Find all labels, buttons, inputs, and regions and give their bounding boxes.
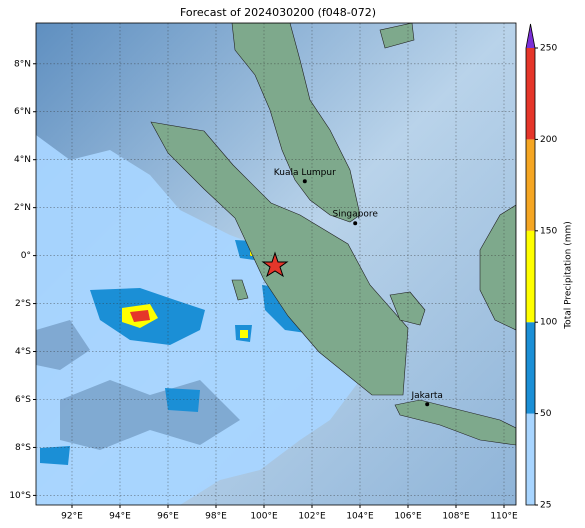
city-label: Jakarta xyxy=(410,391,442,401)
y-tick-label: 10°S xyxy=(9,491,31,501)
y-tick-label: 8°S xyxy=(15,443,31,453)
x-tick-label: 104°E xyxy=(346,512,374,522)
x-tick-label: 98°E xyxy=(205,512,227,522)
precip-gap xyxy=(36,320,90,370)
x-tick-label: 102°E xyxy=(298,512,326,522)
city-label: Singapore xyxy=(332,210,378,220)
y-tick-label: 4°S xyxy=(15,347,31,357)
colorbar-tick-label: 150 xyxy=(540,226,557,236)
y-tick-label: 6°N xyxy=(14,107,31,117)
colorbar-outline xyxy=(525,23,536,506)
colorbar-tick-label: 200 xyxy=(540,135,557,145)
colorbar-tick-label: 50 xyxy=(540,409,552,419)
y-tick-label: 8°N xyxy=(14,59,31,69)
colorbar-extend xyxy=(526,24,535,48)
city-dot xyxy=(425,402,430,407)
x-tick-label: 92°E xyxy=(61,512,83,522)
colorbar-segment xyxy=(526,413,535,505)
city-dot xyxy=(353,221,358,226)
x-tick-label: 94°E xyxy=(109,512,131,522)
precip-moderate xyxy=(165,388,200,412)
x-tick-label: 106°E xyxy=(394,512,422,522)
precip-heavy xyxy=(240,330,248,338)
colorbar-segment xyxy=(526,230,535,323)
x-tick-label: 108°E xyxy=(442,512,470,522)
colorbar: 25 50 100 150 200 250 xyxy=(525,23,557,511)
city-label: Kuala Lumpur xyxy=(274,168,336,178)
map-title: Forecast of 2024030200 (f048-072) xyxy=(180,6,376,19)
y-tick-label: 2°S xyxy=(15,299,31,309)
city-dot xyxy=(302,179,307,184)
land-island xyxy=(379,23,415,49)
colorbar-segment xyxy=(526,139,535,231)
land-sumatra xyxy=(150,121,409,396)
map-frame xyxy=(35,22,517,506)
colorbar-segment xyxy=(526,48,535,140)
y-tick-label: 6°S xyxy=(15,395,31,405)
land-java xyxy=(394,399,516,446)
land-borneo xyxy=(479,204,516,331)
y-tick-label: 4°N xyxy=(14,155,31,165)
x-tick-label: 96°E xyxy=(157,512,179,522)
x-tick-label: 110°E xyxy=(490,512,518,522)
land-island xyxy=(231,279,249,301)
colorbar-tick-label: 250 xyxy=(540,44,557,54)
marker-star xyxy=(261,251,289,278)
x-tick-label: 100°E xyxy=(250,512,278,522)
map-area: Kuala Lumpur Singapore Jakarta xyxy=(36,23,516,505)
y-tick-label: 2°N xyxy=(14,203,31,213)
colorbar-tick-label: 25 xyxy=(540,501,551,511)
colorbar-tick-label: 100 xyxy=(540,318,557,328)
y-tick-label: 0° xyxy=(21,251,31,261)
precip-moderate xyxy=(40,446,70,465)
colorbar-segment xyxy=(526,322,535,414)
land-bangka xyxy=(389,291,426,326)
colorbar-label: Total Precipitation (mm) xyxy=(564,221,574,330)
precip-extreme xyxy=(130,310,150,322)
grid xyxy=(36,23,516,505)
